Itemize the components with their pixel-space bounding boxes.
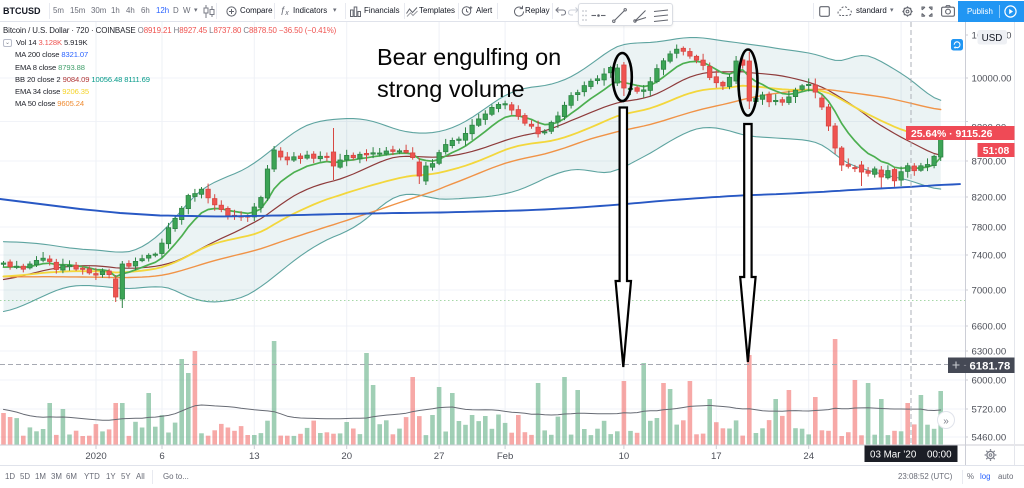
- svg-text:00:00: 00:00: [927, 450, 952, 461]
- svg-text:6300.00: 6300.00: [972, 346, 1007, 357]
- svg-text:5720.00: 5720.00: [972, 404, 1007, 415]
- svg-text:6000.00: 6000.00: [972, 375, 1007, 386]
- svg-text:8200.00: 8200.00: [972, 192, 1007, 203]
- svg-text:6181.78: 6181.78: [970, 361, 1011, 373]
- svg-text:8700.00: 8700.00: [972, 156, 1007, 167]
- svg-text:10000.00: 10000.00: [972, 73, 1012, 84]
- svg-text:»: »: [943, 416, 949, 427]
- svg-text:10: 10: [619, 451, 630, 462]
- svg-text:5460.00: 5460.00: [972, 432, 1007, 443]
- svg-text:03 Mar ’20: 03 Mar ’20: [870, 450, 917, 461]
- svg-text:7400.00: 7400.00: [972, 250, 1007, 261]
- svg-text:25.64% · 9115.26: 25.64% · 9115.26: [911, 129, 993, 140]
- svg-text:USD: USD: [982, 33, 1003, 44]
- svg-text:2020: 2020: [85, 451, 106, 462]
- svg-text:Feb: Feb: [497, 451, 514, 462]
- svg-text:7000.00: 7000.00: [972, 285, 1007, 296]
- svg-text:51:08: 51:08: [983, 146, 1010, 157]
- svg-text:-: -: [964, 360, 967, 370]
- svg-text:7800.00: 7800.00: [972, 222, 1007, 233]
- svg-text:6: 6: [159, 451, 164, 462]
- svg-text:27: 27: [434, 451, 445, 462]
- svg-text:13: 13: [249, 451, 260, 462]
- svg-text:20: 20: [341, 451, 352, 462]
- svg-text:17: 17: [711, 451, 722, 462]
- svg-text:6600.00: 6600.00: [972, 321, 1007, 332]
- svg-text:24: 24: [803, 451, 814, 462]
